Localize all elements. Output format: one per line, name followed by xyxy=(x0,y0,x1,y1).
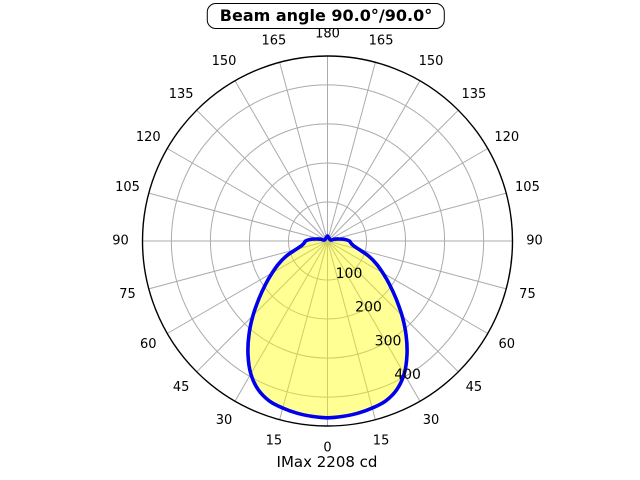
angle-tick-label: 45 xyxy=(466,380,483,395)
angle-tick-label: 165 xyxy=(369,34,394,49)
radial-tick-label: 300 xyxy=(375,333,402,349)
angle-tick-label: 165 xyxy=(262,34,287,49)
outer-circle xyxy=(141,55,514,427)
grid-spoke xyxy=(327,148,488,242)
grid-ring xyxy=(287,201,368,281)
angle-tick-label: 60 xyxy=(140,337,157,352)
angle-tick-label: 0 xyxy=(323,441,331,456)
angle-tick-label: 15 xyxy=(266,433,283,448)
grid-spoke xyxy=(234,80,328,242)
radial-tick-label: 400 xyxy=(394,367,421,383)
radial-tick-label: 100 xyxy=(336,266,363,282)
angle-tick-label: 75 xyxy=(519,287,536,302)
angle-tick-label: 135 xyxy=(169,87,194,102)
angle-tick-label: 180 xyxy=(315,27,340,42)
grid-spoke xyxy=(327,109,459,242)
angle-tick-label: 105 xyxy=(515,180,540,195)
grid-ring xyxy=(209,123,446,359)
grid-spoke xyxy=(167,240,328,334)
angle-tick-label: 90 xyxy=(526,234,543,249)
angle-tick-label: 90 xyxy=(112,234,129,249)
grid-spoke xyxy=(327,240,376,420)
grid-spoke xyxy=(327,192,507,242)
grid-spoke xyxy=(196,240,328,373)
radial-tick-label: 200 xyxy=(355,300,382,316)
grid-spoke xyxy=(327,80,421,242)
grid-spoke xyxy=(167,148,328,242)
angle-tick-label: 120 xyxy=(494,130,519,145)
grid-spoke xyxy=(196,109,328,242)
angle-tick-label: 30 xyxy=(216,413,233,428)
grid-ring xyxy=(248,162,407,320)
angle-tick-label: 15 xyxy=(373,433,390,448)
imax-value-label: IMax 2208 cd xyxy=(276,453,378,471)
angle-tick-label: 120 xyxy=(136,130,161,145)
angle-tick-label: 135 xyxy=(461,87,486,102)
grid-ring xyxy=(170,84,485,398)
grid-spoke xyxy=(148,192,328,242)
angle-tick-label: 105 xyxy=(115,180,140,195)
grid-spoke xyxy=(327,240,459,373)
angle-tick-label: 150 xyxy=(419,54,444,69)
angle-tick-label: 30 xyxy=(423,413,440,428)
beam-fill xyxy=(247,236,408,418)
chart-title: Beam angle 90.0°/90.0° xyxy=(206,3,446,29)
beam-curve xyxy=(246,234,409,420)
angle-tick-label: 75 xyxy=(119,287,136,302)
grid-spoke xyxy=(327,62,376,242)
angle-tick-label: 150 xyxy=(212,54,237,69)
grid-spoke xyxy=(279,62,328,242)
angle-tick-label: 60 xyxy=(498,337,515,352)
angle-tick-label: 45 xyxy=(173,380,190,395)
grid-spoke xyxy=(279,240,328,420)
grid-spoke xyxy=(327,240,488,334)
